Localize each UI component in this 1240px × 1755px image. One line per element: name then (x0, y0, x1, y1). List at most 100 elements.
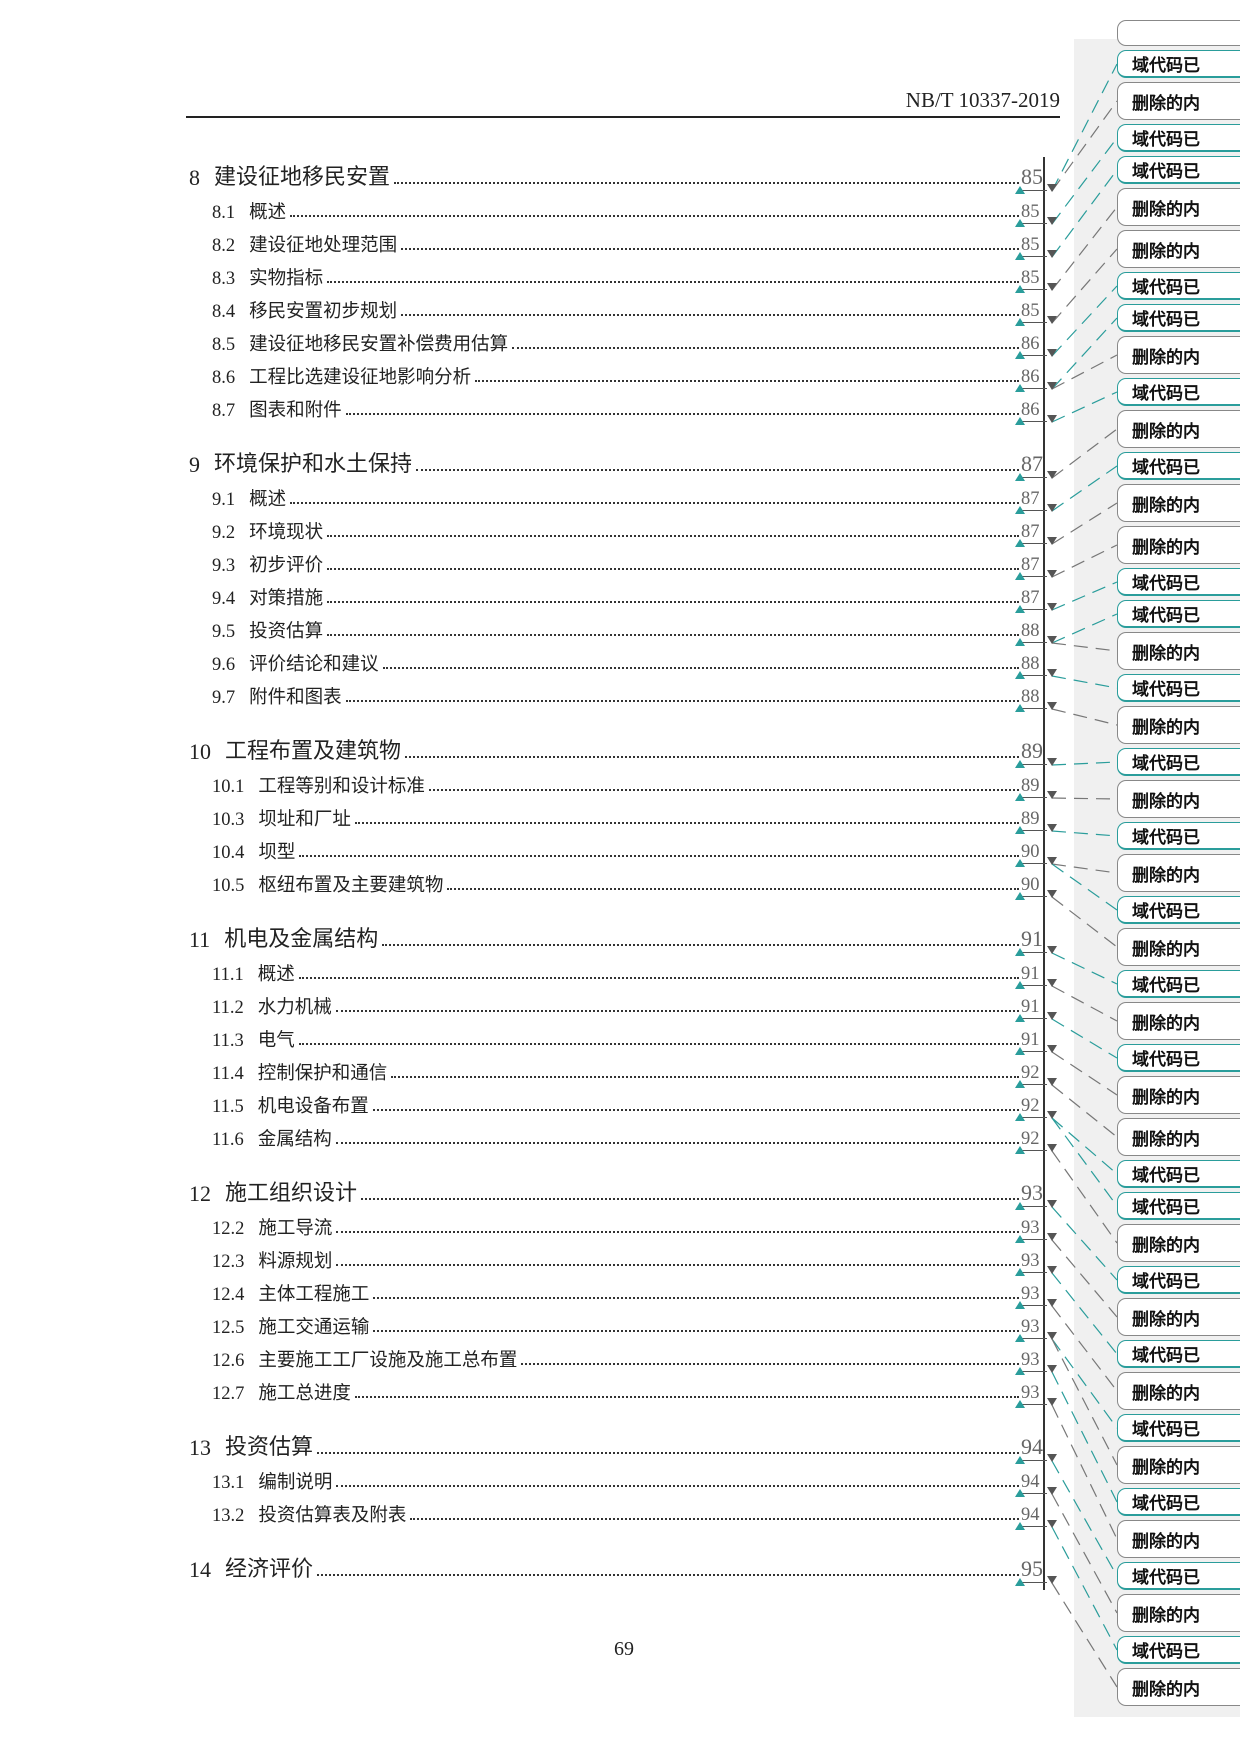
balloon-label: 域代码已 (1132, 384, 1200, 404)
dot-leader (290, 502, 1019, 504)
deleted-content-balloon[interactable]: 删除的内 (1117, 632, 1240, 670)
toc-entry-title: 环境保护和水土保持 (214, 452, 413, 477)
connector-line (1051, 1051, 1118, 1096)
deleted-content-balloon[interactable]: 删除的内 (1117, 1668, 1240, 1706)
toc-chapter-entry[interactable]: 9 环境保护和水土保持 87 (189, 434, 1057, 481)
field-code-changed-balloon[interactable]: 域代码已 (1117, 378, 1240, 406)
field-code-changed-balloon[interactable]: 域代码已 (1117, 1160, 1240, 1188)
field-code-changed-balloon[interactable]: 域代码已 (1117, 1488, 1240, 1516)
toc-section-entry[interactable]: 12.3 料源规划 93 (189, 1240, 1057, 1276)
field-code-changed-balloon[interactable]: 域代码已 (1117, 272, 1240, 300)
toc-chapter-entry[interactable]: 11 机电及金属结构 91 (189, 909, 1057, 956)
toc-section-entry[interactable]: 11.1 概述 91 (189, 953, 1057, 989)
toc-section-entry[interactable]: 8.1 概述 85 (189, 191, 1057, 227)
field-code-changed-balloon[interactable]: 域代码已 (1117, 304, 1240, 332)
deleted-content-balloon[interactable]: 删除的内 (1117, 410, 1240, 448)
toc-section-entry[interactable]: 10.5 枢纽布置及主要建筑物 90 (189, 864, 1057, 900)
deleted-content-balloon[interactable]: 删除的内 (1117, 1224, 1240, 1262)
field-code-changed-balloon[interactable]: 域代码已 (1117, 748, 1240, 776)
toc-section-entry[interactable]: 12.7 施工总进度 93 (189, 1372, 1057, 1408)
toc-section-entry[interactable]: 12.2 施工导流 93 (189, 1207, 1057, 1243)
toc-section-entry[interactable]: 10.3 坝址和厂址 89 (189, 798, 1057, 834)
dot-leader (354, 1396, 1019, 1398)
field-code-changed-balloon[interactable]: 域代码已 (1117, 1340, 1240, 1368)
toc-section-entry[interactable]: 13.2 投资估算表及附表 94 (189, 1494, 1057, 1530)
toc-section-entry[interactable]: 9.4 对策措施 87 (189, 577, 1057, 613)
toc-section-entry[interactable]: 9.1 概述 87 (189, 478, 1057, 514)
deleted-content-balloon[interactable]: 删除的内 (1117, 1594, 1240, 1632)
field-code-changed-balloon[interactable]: 域代码已 (1117, 600, 1240, 628)
field-code-changed-balloon[interactable]: 域代码已 (1117, 1192, 1240, 1220)
field-code-changed-balloon[interactable]: 域代码已 (1117, 124, 1240, 152)
toc-section-entry[interactable]: 12.4 主体工程施工 93 (189, 1273, 1057, 1309)
toc-entry-page: 92 (1015, 1129, 1057, 1154)
deleted-content-balloon[interactable]: 删除的内 (1117, 1446, 1240, 1484)
toc-section-entry[interactable]: 8.6 工程比选建设征地影响分析 86 (189, 356, 1057, 392)
connector-line (1051, 1239, 1118, 1318)
field-code-changed-balloon[interactable]: 域代码已 (1117, 156, 1240, 184)
deleted-content-balloon[interactable]: 删除的内 (1117, 526, 1240, 564)
connector-line (1051, 1338, 1118, 1429)
toc-section-entry[interactable]: 12.5 施工交通运输 93 (189, 1306, 1057, 1342)
toc-chapter-entry[interactable]: 13 投资估算 94 (189, 1417, 1057, 1464)
deleted-content-balloon[interactable]: 删除的内 (1117, 1002, 1240, 1040)
field-code-changed-balloon[interactable]: 域代码已 (1117, 1414, 1240, 1442)
toc-section-entry[interactable]: 9.5 投资估算 88 (189, 610, 1057, 646)
toc-entry-number: 11.4 (212, 1064, 244, 1084)
toc-entry-number: 9.4 (212, 589, 236, 609)
field-code-changed-balloon[interactable]: 域代码已 (1117, 1562, 1240, 1590)
toc-section-entry[interactable]: 8.3 实物指标 85 (189, 257, 1057, 293)
field-code-changed-balloon[interactable]: 域代码已 (1117, 452, 1240, 480)
toc-section-entry[interactable]: 11.6 金属结构 92 (189, 1118, 1057, 1154)
deleted-content-balloon[interactable]: 删除的内 (1117, 484, 1240, 522)
toc-entry-number: 12.4 (212, 1285, 245, 1305)
toc-section-entry[interactable]: 12.6 主要施工工厂设施及施工总布置 93 (189, 1339, 1057, 1375)
deleted-content-balloon[interactable]: 删除的内 (1117, 1298, 1240, 1336)
toc-section-entry[interactable]: 11.3 电气 91 (189, 1019, 1057, 1055)
toc-entry-page: 93 (1015, 1383, 1057, 1408)
toc-section-entry[interactable]: 11.2 水力机械 91 (189, 986, 1057, 1022)
toc-section-entry[interactable]: 8.4 移民安置初步规划 85 (189, 290, 1057, 326)
field-code-changed-balloon[interactable]: 域代码已 (1117, 50, 1240, 78)
revision-balloon[interactable] (1117, 20, 1240, 46)
toc-chapter-entry[interactable]: 8 建设征地移民安置 85 (189, 147, 1057, 194)
toc-section-entry[interactable]: 9.7 附件和图表 88 (189, 676, 1057, 712)
toc-section-entry[interactable]: 10.4 坝型 90 (189, 831, 1057, 867)
toc-entry-title: 施工交通运输 (258, 1317, 370, 1338)
toc-section-entry[interactable]: 8.7 图表和附件 86 (189, 389, 1057, 425)
toc-section-entry[interactable]: 13.1 编制说明 94 (189, 1461, 1057, 1497)
deleted-content-balloon[interactable]: 删除的内 (1117, 706, 1240, 744)
deleted-content-balloon[interactable]: 删除的内 (1117, 1372, 1240, 1410)
deleted-content-balloon[interactable]: 删除的内 (1117, 780, 1240, 818)
toc-chapter-entry[interactable]: 14 经济评价 95 (189, 1539, 1057, 1586)
toc-section-entry[interactable]: 8.2 建设征地处理范围 85 (189, 224, 1057, 260)
toc-section-entry[interactable]: 9.3 初步评价 87 (189, 544, 1057, 580)
field-code-changed-balloon[interactable]: 域代码已 (1117, 896, 1240, 924)
deleted-content-balloon[interactable]: 删除的内 (1117, 82, 1240, 120)
deleted-content-balloon[interactable]: 删除的内 (1117, 1118, 1240, 1156)
toc-section-entry[interactable]: 11.5 机电设备布置 92 (189, 1085, 1057, 1121)
deleted-content-balloon[interactable]: 删除的内 (1117, 1520, 1240, 1558)
field-code-changed-balloon[interactable]: 域代码已 (1117, 1044, 1240, 1072)
toc-entry-title: 评价结论和建议 (249, 654, 379, 675)
toc-section-entry[interactable]: 9.6 评价结论和建议 88 (189, 643, 1057, 679)
toc-section-entry[interactable]: 9.2 环境现状 87 (189, 511, 1057, 547)
toc-chapter-entry[interactable]: 12 施工组织设计 93 (189, 1163, 1057, 1210)
field-code-changed-balloon[interactable]: 域代码已 (1117, 568, 1240, 596)
toc-section-entry[interactable]: 10.1 工程等别和设计标准 89 (189, 765, 1057, 801)
toc-chapter-entry[interactable]: 10 工程布置及建筑物 89 (189, 721, 1057, 768)
deleted-content-balloon[interactable]: 删除的内 (1117, 854, 1240, 892)
deleted-content-balloon[interactable]: 删除的内 (1117, 230, 1240, 268)
connector-line (1051, 1206, 1118, 1281)
deleted-content-balloon[interactable]: 删除的内 (1117, 188, 1240, 226)
deleted-content-balloon[interactable]: 删除的内 (1117, 336, 1240, 374)
toc-section-entry[interactable]: 8.5 建设征地移民安置补偿费用估算 86 (189, 323, 1057, 359)
deleted-content-balloon[interactable]: 删除的内 (1117, 1076, 1240, 1114)
field-code-changed-balloon[interactable]: 域代码已 (1117, 674, 1240, 702)
toc-section-entry[interactable]: 11.4 控制保护和通信 92 (189, 1052, 1057, 1088)
field-code-changed-balloon[interactable]: 域代码已 (1117, 970, 1240, 998)
field-code-changed-balloon[interactable]: 域代码已 (1117, 1266, 1240, 1294)
field-code-changed-balloon[interactable]: 域代码已 (1117, 822, 1240, 850)
field-code-changed-balloon[interactable]: 域代码已 (1117, 1636, 1240, 1664)
deleted-content-balloon[interactable]: 删除的内 (1117, 928, 1240, 966)
